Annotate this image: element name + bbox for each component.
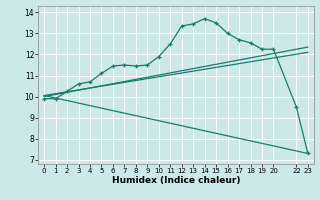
- X-axis label: Humidex (Indice chaleur): Humidex (Indice chaleur): [112, 176, 240, 185]
